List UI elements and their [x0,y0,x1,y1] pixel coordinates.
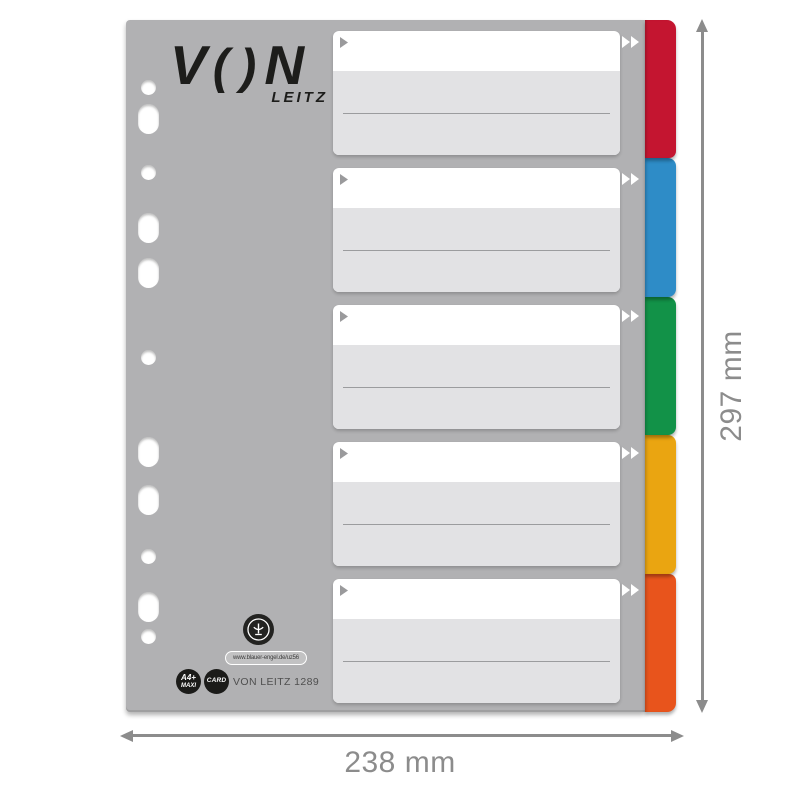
punch-hole-round-icon [141,549,156,564]
tab-label-field [333,168,620,292]
triangle-icon [340,174,348,185]
field-writing-line [343,524,610,525]
arrow-up-icon [696,19,708,32]
fast-forward-icon [622,36,639,48]
field-grey-area [333,482,620,566]
punch-hole-oblong-icon [138,437,159,467]
fast-forward-icon [622,584,639,596]
field-writing-line [343,661,610,662]
punch-hole-round-icon [141,629,156,644]
tab-label-field [333,579,620,703]
punch-hole-round-icon [141,165,156,180]
index-tab-orange [645,574,676,712]
brand-logo: V() N LEITZ [170,34,330,107]
arrow-right-icon [671,729,684,742]
index-tab-blue [645,158,676,297]
fast-forward-icon [622,447,639,459]
arrow-left-icon [120,729,133,742]
logo-subbrand: LEITZ [271,89,328,106]
material-badge: CARD [204,669,229,694]
punch-hole-oblong-icon [138,485,159,515]
punch-hole-oblong-icon [138,104,159,134]
punch-hole-oblong-icon [138,258,159,288]
punch-hole-oblong-icon [138,213,159,243]
material-badge-label: CARD [206,677,227,685]
logo-letter-v: V [170,34,207,96]
fast-forward-icon [622,173,639,185]
field-grey-area [333,208,620,292]
size-badge: A4+ MAXI [176,669,201,694]
divider-sheet: V() N LEITZ [126,20,645,712]
height-dimension-label: 297 mm [715,330,748,442]
punch-hole-round-icon [141,80,156,95]
size-badge-line1: A4+ [181,673,196,683]
field-writing-line [343,113,610,114]
field-grey-area [333,619,620,703]
triangle-icon [340,37,348,48]
logo-paren-close: ) [240,40,256,94]
tab-label-field [333,305,620,429]
eco-url-pill: www.blauer-engel.de/uz56 [225,651,307,665]
width-dimension-line [132,734,672,737]
index-tab-red [645,20,676,158]
field-grey-area [333,71,620,155]
field-grey-area [333,345,620,429]
index-tab-amber [645,435,676,574]
tab-label-field [333,31,620,155]
index-tab-green [645,297,676,435]
fast-forward-icon [622,310,639,322]
arrow-down-icon [696,700,708,713]
tab-label-field [333,442,620,566]
punch-hole-oblong-icon [138,592,159,622]
height-dimension-line [701,24,704,708]
blauer-engel-seal-icon [243,614,274,645]
triangle-icon [340,448,348,459]
field-writing-line [343,250,610,251]
logo-paren-open: ( [212,40,229,94]
product-code: VON LEITZ 1289 [233,676,320,688]
logo-letter-n: N [264,34,304,96]
punch-hole-round-icon [141,350,156,365]
width-dimension-label: 238 mm [344,746,456,779]
size-badge-line2: MAXI [181,682,196,689]
field-writing-line [343,387,610,388]
triangle-icon [340,311,348,322]
triangle-icon [340,585,348,596]
